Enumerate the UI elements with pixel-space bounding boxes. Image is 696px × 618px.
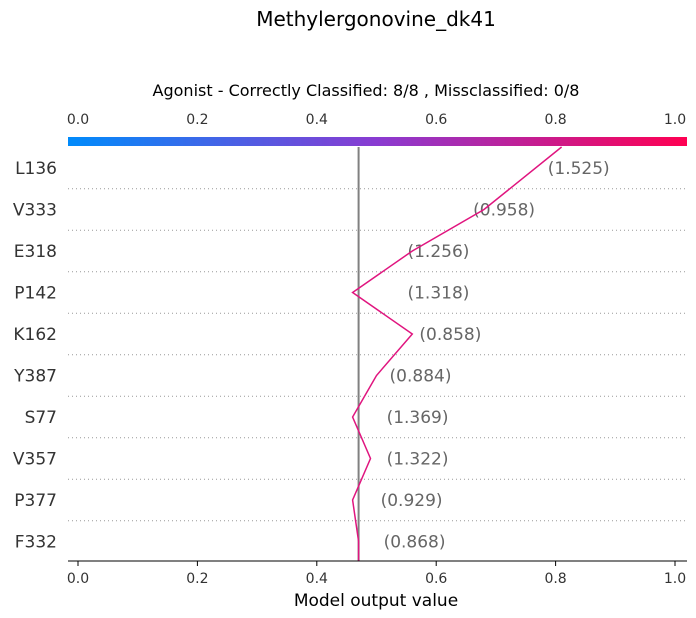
feature-label: F332 bbox=[15, 533, 57, 553]
colorbar bbox=[68, 137, 687, 146]
chart-subtitle: Agonist - Correctly Classified: 8/8 , Mi… bbox=[153, 81, 580, 100]
feature-value-label: (0.929) bbox=[381, 491, 443, 511]
feature-value-labels: (1.525)(0.958)(1.256)(1.318)(0.858)(0.88… bbox=[381, 159, 610, 553]
top-tick-label: 0.2 bbox=[186, 112, 208, 128]
grid-lines bbox=[68, 188, 687, 522]
top-tick-label: 1.0 bbox=[664, 112, 686, 128]
feature-value-label: (1.525) bbox=[548, 159, 610, 179]
feature-label: K162 bbox=[13, 325, 57, 345]
x-axis-label: Model output value bbox=[294, 591, 458, 611]
feature-value-label: (1.322) bbox=[387, 450, 449, 470]
top-tick-label: 0.6 bbox=[425, 112, 447, 128]
feature-value-label: (0.884) bbox=[390, 367, 452, 387]
feature-label: P377 bbox=[14, 491, 57, 511]
feature-value-label: (1.318) bbox=[407, 284, 469, 304]
chart-title: Methylergonovine_dk41 bbox=[256, 7, 496, 31]
feature-label: Y387 bbox=[13, 367, 57, 387]
top-tick-label: 0.0 bbox=[67, 112, 89, 128]
top-tick-label: 0.8 bbox=[544, 112, 566, 128]
feature-value-label: (0.868) bbox=[384, 533, 446, 553]
feature-label: P142 bbox=[14, 284, 57, 304]
feature-label: L136 bbox=[15, 159, 57, 179]
bottom-axis-ticks: 0.0 0.2 0.4 0.6 0.8 1.0 bbox=[67, 561, 686, 587]
bottom-tick-label: 0.0 bbox=[67, 571, 89, 587]
bottom-tick-label: 0.4 bbox=[306, 571, 328, 587]
decision-path-line bbox=[351, 146, 563, 561]
feature-label: S77 bbox=[25, 408, 57, 428]
bottom-tick-label: 0.6 bbox=[425, 571, 447, 587]
bottom-tick-label: 1.0 bbox=[664, 571, 686, 587]
feature-value-label: (0.858) bbox=[419, 325, 481, 345]
feature-value-label: (1.256) bbox=[407, 242, 469, 262]
feature-label: E318 bbox=[14, 242, 57, 262]
top-axis-ticks: 0.0 0.2 0.4 0.6 0.8 1.0 bbox=[67, 112, 686, 128]
feature-label: V333 bbox=[13, 201, 57, 221]
top-tick-label: 0.4 bbox=[306, 112, 328, 128]
feature-labels: L136 V333 E318 P142 K162 Y387 S77 V357 P377 F332 bbox=[13, 159, 57, 553]
bottom-tick-label: 0.8 bbox=[544, 571, 566, 587]
feature-value-label: (1.369) bbox=[387, 408, 449, 428]
bottom-tick-label: 0.2 bbox=[186, 571, 208, 587]
feature-label: V357 bbox=[13, 450, 57, 470]
